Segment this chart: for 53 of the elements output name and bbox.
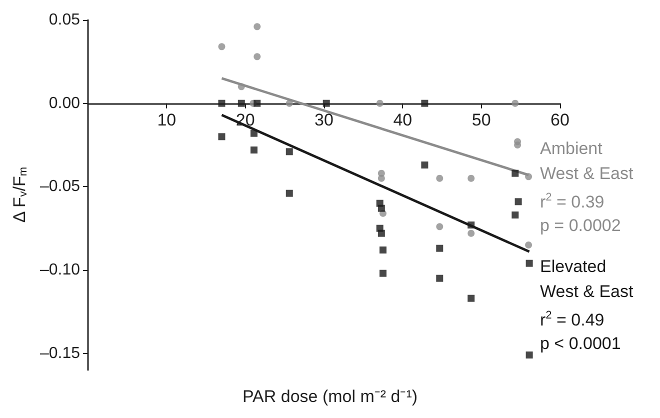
point <box>514 142 522 148</box>
point <box>378 230 385 237</box>
point <box>254 100 261 107</box>
point <box>526 352 533 358</box>
x-axis-title: PAR dose (mol m⁻² d⁻¹) <box>242 387 418 406</box>
point <box>378 204 385 212</box>
point <box>421 162 428 168</box>
point <box>254 23 261 30</box>
point <box>514 198 522 206</box>
y-tick-label: 0.05 <box>48 12 80 28</box>
point <box>254 53 261 60</box>
point <box>512 212 519 218</box>
point <box>286 100 293 107</box>
point <box>526 260 533 267</box>
point <box>218 100 226 107</box>
point <box>238 83 245 90</box>
point <box>468 222 475 228</box>
point <box>468 174 475 182</box>
point <box>218 133 226 140</box>
point <box>436 274 444 282</box>
point <box>436 244 444 252</box>
x-tick-label: 10 <box>157 110 176 130</box>
point <box>380 270 386 277</box>
x-tick-label: 30 <box>314 110 334 130</box>
point <box>512 170 519 177</box>
y-axis-title: Δ Fv/Fm <box>10 166 30 223</box>
point <box>525 173 532 180</box>
x-tick-label: 40 <box>393 110 412 130</box>
annotation: p < 0.0001 <box>540 334 621 353</box>
annotation: p = 0.0002 <box>540 216 621 235</box>
point <box>512 100 519 107</box>
y-tick-label: 0.00 <box>48 94 80 112</box>
y-tick-label: –0.05 <box>40 178 80 196</box>
x-tick-label: 60 <box>550 110 570 130</box>
point <box>380 246 386 254</box>
point <box>238 100 245 107</box>
y-tick-label: –0.10 <box>40 262 80 278</box>
point <box>468 230 475 237</box>
point <box>218 43 226 50</box>
point <box>250 146 258 154</box>
point <box>376 100 384 107</box>
point <box>286 148 293 156</box>
point <box>322 100 330 107</box>
point <box>286 190 293 197</box>
point <box>436 174 444 182</box>
point <box>525 242 532 248</box>
x-tick-label: 50 <box>472 110 491 130</box>
point <box>436 223 444 230</box>
point <box>250 130 258 137</box>
y-tick-label: –0.15 <box>40 344 80 362</box>
point <box>378 174 385 182</box>
point <box>468 294 475 302</box>
point <box>421 100 428 107</box>
